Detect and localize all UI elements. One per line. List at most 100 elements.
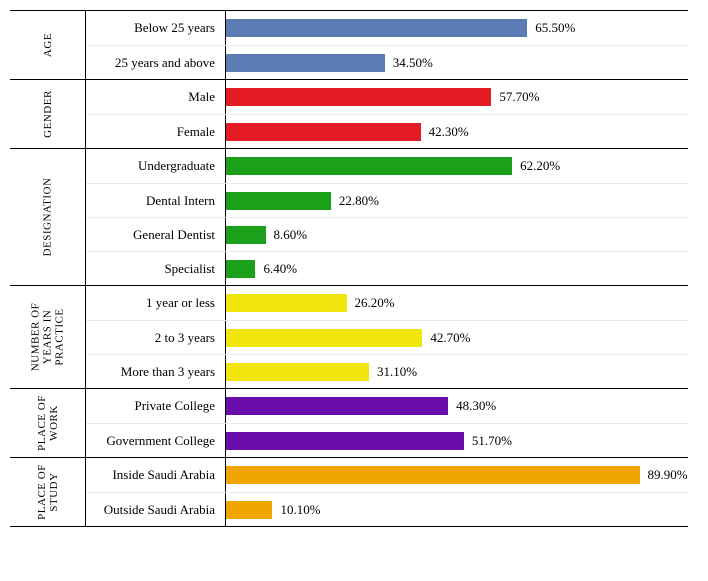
bar-area: 51.70% (226, 424, 688, 457)
group-rows: Private College 48.30% Government College 5… (86, 389, 688, 457)
value-label: 48.30% (456, 398, 496, 414)
bar (226, 157, 512, 175)
bar (226, 294, 347, 312)
group-label-cell: AGE (10, 11, 86, 79)
bar-area: 31.10% (226, 355, 688, 388)
category-label: Government College (86, 424, 226, 457)
group-label: PLACE OF WORK (36, 389, 60, 457)
chart-row: More than 3 years 31.10% (86, 354, 688, 388)
group: PLACE OF STUDY Inside Saudi Arabia 89.90% O… (10, 458, 688, 527)
bar (226, 329, 422, 347)
category-label: Private College (86, 389, 226, 423)
bar-area: 10.10% (226, 493, 688, 526)
bar (226, 226, 266, 244)
bar-area: 6.40% (226, 252, 688, 285)
group: PLACE OF WORK Private College 48.30% Govern… (10, 389, 688, 458)
group-rows: 1 year or less 26.20% 2 to 3 years 42.70% Mo… (86, 286, 688, 388)
category-label: 1 year or less (86, 286, 226, 320)
category-label: Specialist (86, 252, 226, 285)
category-label: Outside Saudi Arabia (86, 493, 226, 526)
value-label: 57.70% (499, 89, 539, 105)
chart-row: Outside Saudi Arabia 10.10% (86, 492, 688, 526)
chart-row: Government College 51.70% (86, 423, 688, 457)
group-label: AGE (42, 11, 54, 79)
demographics-bar-chart: AGE Below 25 years 65.50% 25 years and abov… (10, 10, 698, 527)
group-label-cell: DESIGNATION (10, 149, 86, 285)
value-label: 42.70% (430, 330, 470, 346)
group-rows: Male 57.70% Female 42.30% (86, 80, 688, 148)
bar-area: 65.50% (226, 11, 688, 45)
chart-row: Private College 48.30% (86, 389, 688, 423)
value-label: 42.30% (429, 124, 469, 140)
category-label: Inside Saudi Arabia (86, 458, 226, 492)
chart-row: Female 42.30% (86, 114, 688, 148)
chart-row: 1 year or less 26.20% (86, 286, 688, 320)
category-label: Female (86, 115, 226, 148)
group-label-cell: PLACE OF WORK (10, 389, 86, 457)
chart-row: Dental Intern 22.80% (86, 183, 688, 217)
group-label: DESIGNATION (42, 178, 54, 257)
chart-row: Male 57.70% (86, 80, 688, 114)
bar-area: 48.30% (226, 389, 688, 423)
value-label: 62.20% (520, 158, 560, 174)
group-label-cell: GENDER (10, 80, 86, 148)
category-label: Dental Intern (86, 184, 226, 217)
bar-area: 26.20% (226, 286, 688, 320)
group: AGE Below 25 years 65.50% 25 years and abov… (10, 10, 688, 80)
chart-body: AGE Below 25 years 65.50% 25 years and abov… (10, 10, 688, 527)
bar-area: 89.90% (226, 458, 688, 492)
value-label: 34.50% (393, 55, 433, 71)
bar (226, 397, 448, 415)
bar (226, 260, 255, 278)
chart-row: Inside Saudi Arabia 89.90% (86, 458, 688, 492)
value-label: 26.20% (355, 295, 395, 311)
category-label: Undergraduate (86, 149, 226, 183)
value-label: 6.40% (263, 261, 297, 277)
group: GENDER Male 57.70% Female 42.30% (10, 80, 688, 149)
category-label: More than 3 years (86, 355, 226, 388)
group-rows: Inside Saudi Arabia 89.90% Outside Saudi A… (86, 458, 688, 526)
group-rows: Below 25 years 65.50% 25 years and above 34… (86, 11, 688, 79)
bar (226, 19, 527, 37)
bar (226, 192, 331, 210)
chart-row: 2 to 3 years 42.70% (86, 320, 688, 354)
value-label: 10.10% (280, 502, 320, 518)
group-label-cell: NUMBER OF YEARS IN PRACTICE (10, 286, 86, 388)
bar-area: 62.20% (226, 149, 688, 183)
category-label: Male (86, 80, 226, 114)
category-label: 25 years and above (86, 46, 226, 79)
bar (226, 54, 385, 72)
value-label: 22.80% (339, 193, 379, 209)
value-label: 89.90% (648, 467, 688, 483)
bar-area: 42.30% (226, 115, 688, 148)
chart-row: 25 years and above 34.50% (86, 45, 688, 79)
bar (226, 432, 464, 450)
chart-row: Below 25 years 65.50% (86, 11, 688, 45)
value-label: 65.50% (535, 20, 575, 36)
bar (226, 501, 272, 519)
category-label: 2 to 3 years (86, 321, 226, 354)
bar (226, 466, 640, 484)
value-label: 8.60% (274, 227, 308, 243)
group-label: PLACE OF STUDY (36, 458, 60, 526)
bar-area: 57.70% (226, 80, 688, 114)
group-rows: Undergraduate 62.20% Dental Intern 22.80% Ge… (86, 149, 688, 285)
bar (226, 88, 491, 106)
group: NUMBER OF YEARS IN PRACTICE 1 year or les… (10, 286, 688, 389)
group-label: NUMBER OF YEARS IN PRACTICE (30, 300, 66, 375)
bar-area: 42.70% (226, 321, 688, 354)
group-label: GENDER (42, 80, 54, 148)
bar (226, 123, 421, 141)
category-label: Below 25 years (86, 11, 226, 45)
category-label: General Dentist (86, 218, 226, 251)
value-label: 51.70% (472, 433, 512, 449)
bar-area: 8.60% (226, 218, 688, 251)
chart-row: General Dentist 8.60% (86, 217, 688, 251)
value-label: 31.10% (377, 364, 417, 380)
bar-area: 34.50% (226, 46, 688, 79)
chart-row: Specialist 6.40% (86, 251, 688, 285)
chart-row: Undergraduate 62.20% (86, 149, 688, 183)
bar-area: 22.80% (226, 184, 688, 217)
bar (226, 363, 369, 381)
group-label-cell: PLACE OF STUDY (10, 458, 86, 526)
